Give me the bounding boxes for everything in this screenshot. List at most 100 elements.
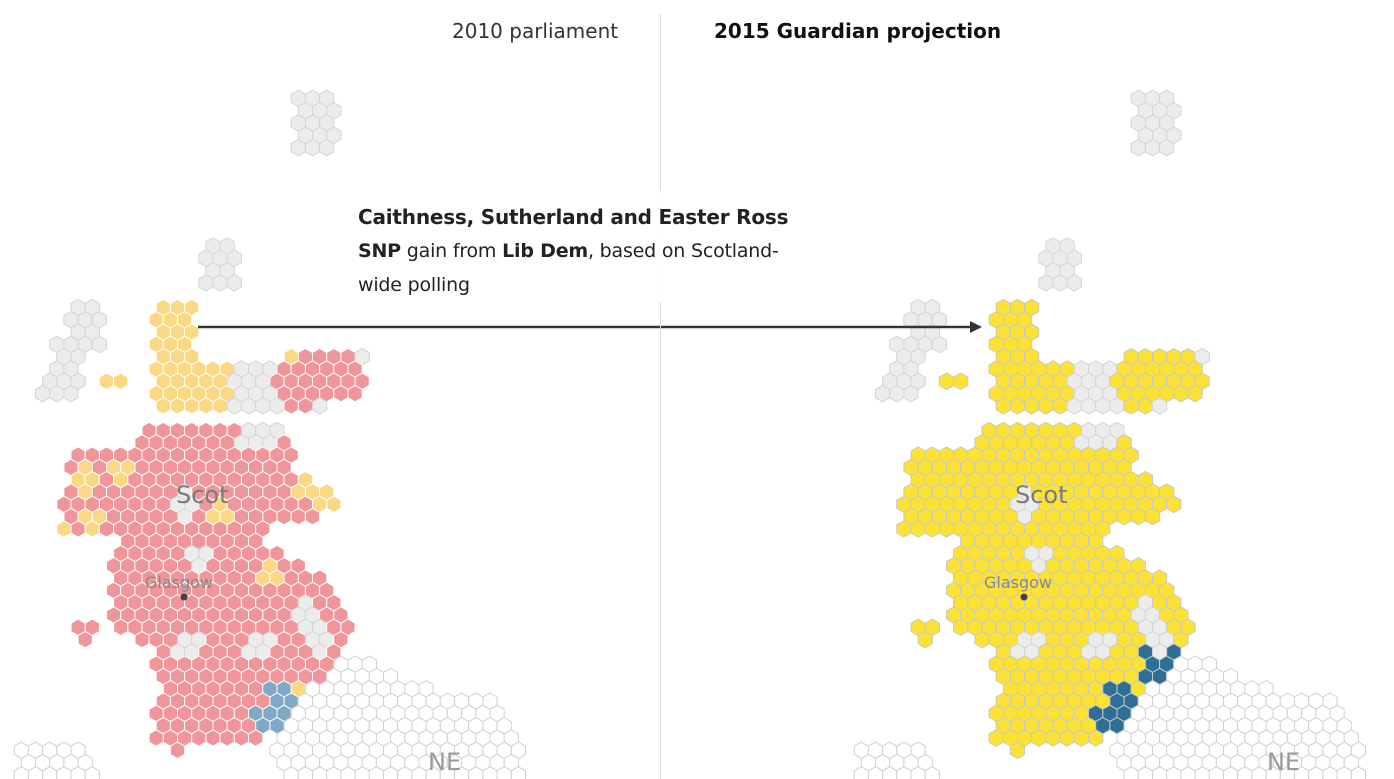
constituency-hex-2015-229[interactable]	[1116, 507, 1132, 526]
constituency-hex-2010-123[interactable]	[283, 397, 299, 415]
constituency-hex-2010-497[interactable]	[84, 520, 100, 538]
constituency-hex-2010-360[interactable]	[134, 630, 150, 649]
constituency-hex-2010-500[interactable]	[127, 520, 143, 538]
constituency-hex-2015-360[interactable]	[974, 630, 990, 649]
constituency-hex-2015-230[interactable]	[1130, 507, 1146, 526]
constituency-hex-2010-125[interactable]	[312, 397, 328, 415]
constituency-hex-2015-120[interactable]	[1080, 397, 1097, 415]
constituency-hex-2010-13[interactable]	[304, 138, 321, 157]
constituency-hex-2015-459[interactable]	[1045, 729, 1061, 747]
constituency-hex-2015-122[interactable]	[1109, 397, 1125, 415]
constituency-hex-2015-650[interactable]	[924, 766, 940, 779]
constituency-hex-2015-24[interactable]	[1066, 274, 1082, 292]
constituency-hex-2015-461[interactable]	[1073, 729, 1089, 747]
constituency-hex-2010-114[interactable]	[155, 397, 171, 415]
constituency-hex-2010-230[interactable]	[290, 507, 306, 526]
constituency-hex-2015-121[interactable]	[1095, 397, 1111, 415]
constituency-hex-2015-14[interactable]	[1159, 138, 1175, 157]
constituency-hex-2010-22[interactable]	[198, 274, 214, 292]
constituency-hex-2015-127[interactable]	[953, 372, 969, 391]
constituency-hex-2010-461[interactable]	[233, 729, 249, 747]
constituency-hex-2010-118[interactable]	[212, 397, 228, 415]
constituency-hex-2010-455[interactable]	[148, 729, 164, 747]
constituency-hex-2015-22[interactable]	[1038, 274, 1054, 292]
constituency-hex-2010-463[interactable]	[169, 741, 186, 760]
constituency-hex-2015-463[interactable]	[1009, 741, 1026, 760]
glasgow-marker-left	[180, 593, 188, 601]
constituency-hex-2015-115[interactable]	[1009, 397, 1026, 415]
constituency-hex-2015-499[interactable]	[953, 520, 969, 538]
constituency-hex-2010-121[interactable]	[255, 397, 271, 415]
header-2010-parliament[interactable]: 2010 parliament	[452, 19, 619, 43]
constituency-hex-2015-118[interactable]	[1052, 397, 1068, 415]
constituency-hex-2010-119[interactable]	[226, 397, 242, 415]
constituency-hex-2010-229[interactable]	[276, 507, 292, 526]
constituency-hex-2010-112[interactable]	[333, 384, 349, 403]
constituency-hex-2015-44[interactable]	[875, 384, 891, 403]
constituency-hex-2010-496[interactable]	[70, 520, 86, 538]
constituency-hex-2010-24[interactable]	[226, 274, 242, 292]
constituency-hex-2015-217[interactable]	[1166, 495, 1182, 514]
constituency-hex-2010-117[interactable]	[198, 397, 214, 415]
constituency-hex-2010-12[interactable]	[290, 138, 306, 157]
header-2015-projection[interactable]: 2015 Guardian projection	[714, 19, 1002, 43]
constituency-hex-2015-126[interactable]	[938, 372, 955, 391]
constituency-hex-2015-34[interactable]	[931, 335, 947, 354]
constituency-hex-2010-217[interactable]	[326, 495, 342, 514]
constituency-hex-2010-46[interactable]	[63, 384, 79, 403]
constituency-hex-2010-116[interactable]	[184, 397, 200, 415]
constituency-hex-2010-113[interactable]	[347, 384, 363, 403]
constituency-hex-2015-124[interactable]	[1137, 397, 1153, 415]
constituency-hex-2010-499[interactable]	[113, 520, 129, 538]
constituency-hex-2010-14[interactable]	[319, 138, 335, 157]
constituency-hex-2015-23[interactable]	[1052, 274, 1068, 292]
constituency-hex-2010-634[interactable]	[510, 766, 526, 779]
constituency-hex-2015-119[interactable]	[1066, 397, 1082, 415]
constituency-hex-2010-126[interactable]	[98, 372, 115, 391]
constituency-hex-2015-113[interactable]	[1187, 384, 1203, 403]
constituency-hex-2010-44[interactable]	[35, 384, 51, 403]
constituency-hex-2015-13[interactable]	[1144, 138, 1161, 157]
constituency-hex-2010-498[interactable]	[98, 520, 115, 538]
constituency-hex-2015-343[interactable]	[953, 618, 969, 637]
constituency-hex-2015-458[interactable]	[1031, 729, 1047, 747]
constituency-hex-2015-114[interactable]	[995, 397, 1011, 415]
constituency-hex-2015-460[interactable]	[1059, 729, 1075, 747]
constituency-hex-2015-462[interactable]	[1088, 729, 1104, 747]
constituency-hex-2015-12[interactable]	[1130, 138, 1146, 157]
constituency-hex-2010-495[interactable]	[56, 520, 72, 538]
seat-tooltip: Caithness, Sutherland and Easter Ross SN…	[348, 190, 818, 302]
constituency-hex-2015-46[interactable]	[903, 384, 919, 403]
constituency-hex-2015-497[interactable]	[924, 520, 940, 538]
constituency-hex-2010-460[interactable]	[219, 729, 235, 747]
constituency-hex-2015-45[interactable]	[889, 384, 905, 403]
constituency-hex-2015-496[interactable]	[910, 520, 926, 538]
constituency-hex-2010-124[interactable]	[297, 397, 313, 415]
constituency-hex-2015-500[interactable]	[967, 520, 983, 538]
constituency-hex-2015-116[interactable]	[1024, 397, 1040, 415]
constituency-hex-2010-122[interactable]	[269, 397, 285, 415]
constituency-hex-2010-650[interactable]	[84, 766, 100, 779]
constituency-hex-2010-503[interactable]	[77, 630, 93, 649]
constituency-hex-2010-343[interactable]	[113, 618, 129, 637]
constituency-hex-2015-123[interactable]	[1123, 397, 1139, 415]
constituency-hex-2015-231[interactable]	[1144, 507, 1161, 526]
constituency-hex-2015-112[interactable]	[1173, 384, 1189, 403]
constituency-hex-2015-503[interactable]	[917, 630, 933, 649]
constituency-hex-2015-495[interactable]	[896, 520, 912, 538]
constituency-hex-2010-231[interactable]	[304, 507, 321, 526]
constituency-hex-2015-634[interactable]	[1350, 766, 1366, 779]
constituency-hex-2015-498[interactable]	[938, 520, 955, 538]
constituency-hex-2015-455[interactable]	[988, 729, 1004, 747]
constituency-hex-2010-459[interactable]	[205, 729, 221, 747]
constituency-hex-2015-117[interactable]	[1038, 397, 1054, 415]
constituency-hex-2010-115[interactable]	[169, 397, 186, 415]
constituency-hex-2010-45[interactable]	[49, 384, 65, 403]
constituency-hex-2010-458[interactable]	[191, 729, 207, 747]
constituency-hex-2010-462[interactable]	[248, 729, 264, 747]
constituency-hex-2010-23[interactable]	[212, 274, 228, 292]
constituency-hex-2015-125[interactable]	[1152, 397, 1168, 415]
constituency-hex-2010-34[interactable]	[91, 335, 107, 354]
constituency-hex-2010-127[interactable]	[113, 372, 129, 391]
constituency-hex-2010-120[interactable]	[240, 397, 257, 415]
